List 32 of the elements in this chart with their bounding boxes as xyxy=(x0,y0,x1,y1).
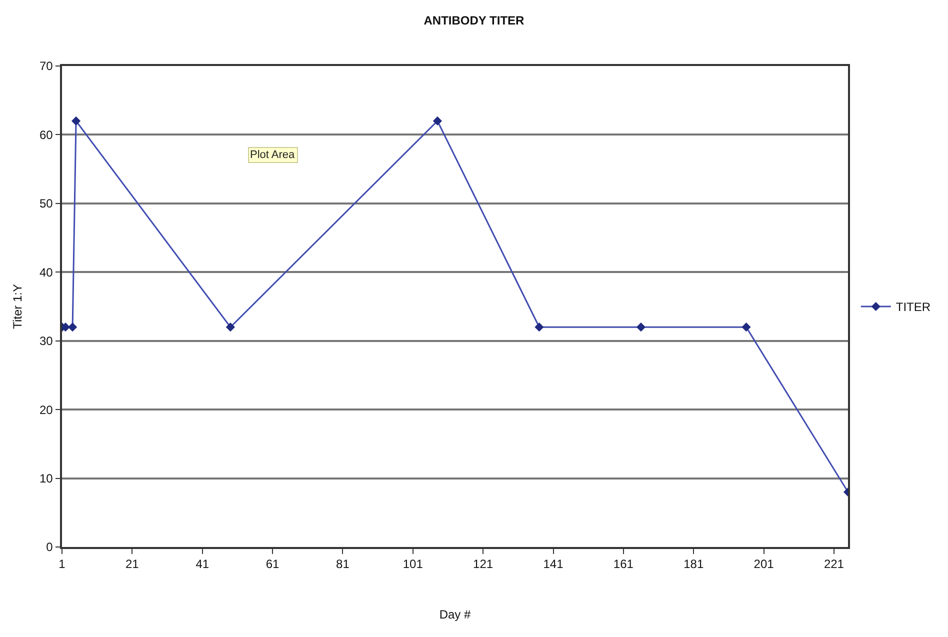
x-tick-label: 221 xyxy=(824,557,844,572)
x-tick-label: 41 xyxy=(196,557,210,572)
chart-title: ANTIBODY TITER xyxy=(424,13,525,28)
y-tick-label: 50 xyxy=(39,196,54,211)
point xyxy=(71,116,81,126)
point xyxy=(636,322,646,332)
x-tick-label: 121 xyxy=(473,557,494,572)
annotation: Plot Area xyxy=(250,149,296,161)
y-tick-label: 10 xyxy=(39,471,54,486)
y-tick-label: 30 xyxy=(39,334,54,348)
x-tick-label: 101 xyxy=(402,557,424,572)
point xyxy=(742,322,751,332)
x-tick-label: 61 xyxy=(266,557,280,572)
point xyxy=(534,322,544,332)
x-tick-label: 201 xyxy=(754,557,774,572)
point xyxy=(68,322,78,332)
x-tick-label: 81 xyxy=(336,557,350,572)
x-tick-label: 1 xyxy=(58,557,66,572)
x-tick-label: 181 xyxy=(684,557,704,572)
y-tick-label: 20 xyxy=(39,402,54,417)
x-tick-label: 141 xyxy=(543,557,564,572)
y-tick-label: 40 xyxy=(39,265,54,280)
y-tick-label: 0 xyxy=(46,540,54,554)
x-tick-label: 161 xyxy=(613,557,634,572)
point xyxy=(226,322,235,332)
x-axis-title: Day # xyxy=(439,608,471,622)
y-tick-label: 60 xyxy=(39,128,54,142)
y-axis-title: Titer 1:Y xyxy=(10,284,24,329)
point xyxy=(432,116,442,126)
legend-label: TITER xyxy=(896,300,931,314)
x-tick-label: 21 xyxy=(126,557,140,572)
y-tick-label: 70 xyxy=(39,59,54,74)
